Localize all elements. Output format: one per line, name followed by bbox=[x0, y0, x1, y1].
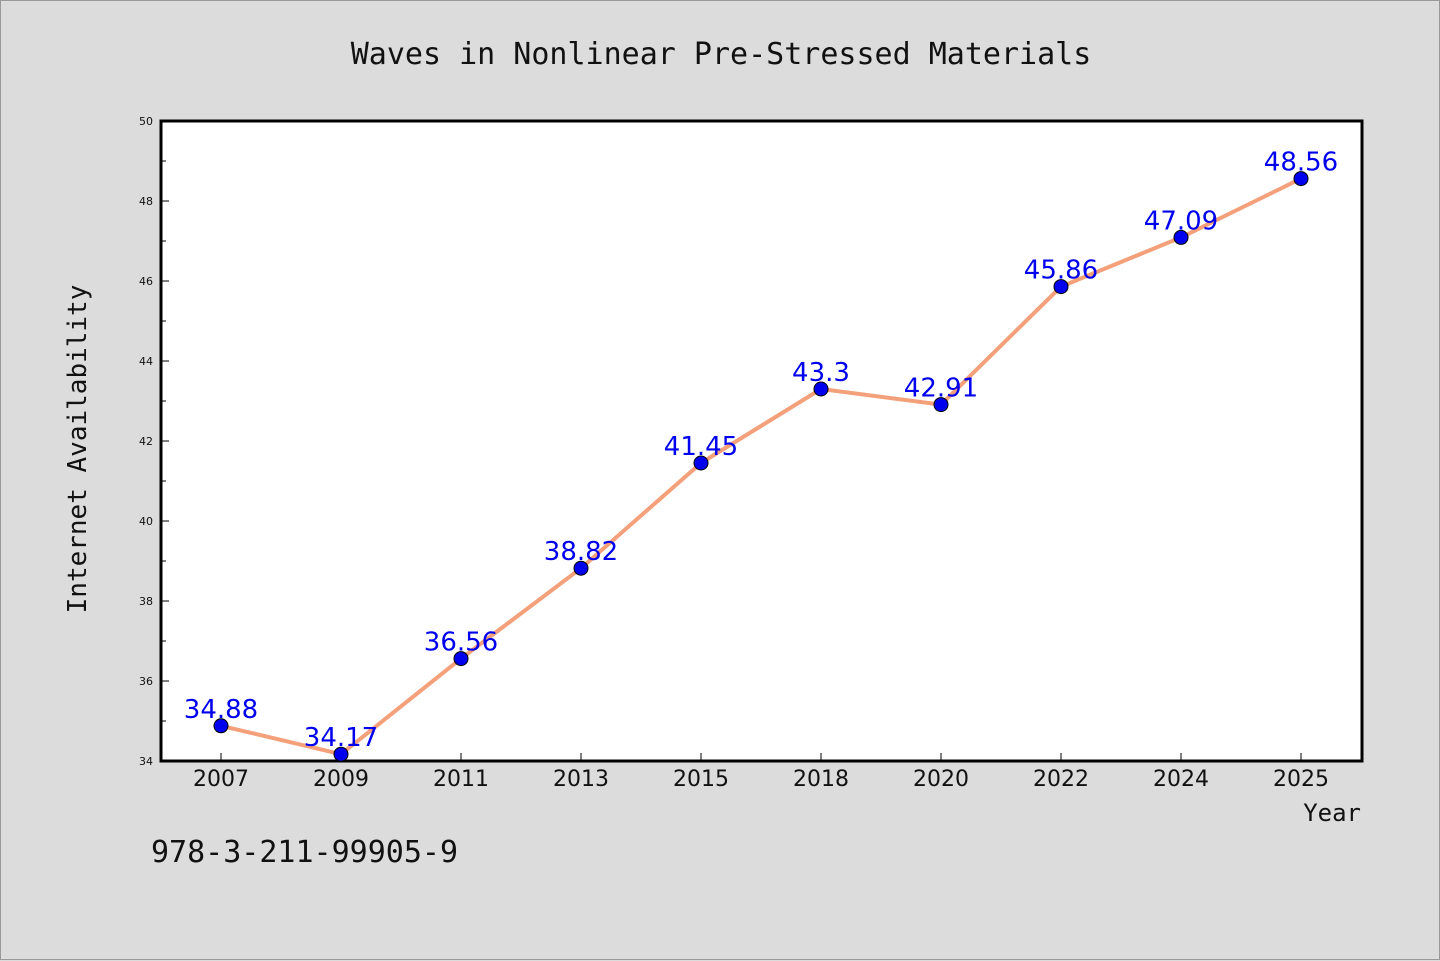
data-labels: 34.88 34.17 36.56 38.82 41.45 43.3 42.91 45.86 4… bbox=[184, 148, 1338, 754]
data-label: 47.09 bbox=[1144, 206, 1218, 236]
data-point bbox=[813, 381, 829, 397]
y-tick-label: 40 bbox=[139, 515, 153, 528]
plot-area bbox=[159, 119, 1364, 763]
x-tick-label: 2013 bbox=[553, 767, 609, 792]
data-label: 48.56 bbox=[1264, 148, 1338, 178]
x-tick-label: 2015 bbox=[673, 767, 729, 792]
x-tick-label: 2025 bbox=[1273, 767, 1329, 792]
data-point bbox=[693, 455, 709, 471]
y-tick-label: 38 bbox=[139, 595, 153, 608]
data-label: 42.91 bbox=[904, 374, 978, 404]
x-tick-label: 2024 bbox=[1153, 767, 1209, 792]
y-tick-label: 44 bbox=[139, 355, 153, 368]
x-axis: 2007 2009 2011 2013 2015 2018 2020 2022 2024 2025 bbox=[193, 753, 1329, 792]
data-point bbox=[453, 651, 469, 667]
x-tick-label: 2018 bbox=[793, 767, 849, 792]
series-line bbox=[219, 176, 1303, 757]
y-axis: 34 36 38 40 42 44 46 48 50 bbox=[139, 115, 169, 768]
data-label: 34.17 bbox=[304, 723, 378, 753]
x-tick-label: 2007 bbox=[193, 767, 249, 792]
x-tick-label: 2020 bbox=[913, 767, 969, 792]
x-tick-label: 2022 bbox=[1033, 767, 1089, 792]
y-tick-label: 50 bbox=[139, 115, 153, 128]
annotation-text: 978-3-211-99905-9 bbox=[151, 835, 459, 870]
data-label: 38.82 bbox=[544, 537, 618, 567]
data-point bbox=[1173, 229, 1189, 245]
y-tick-label: 46 bbox=[139, 275, 153, 288]
x-tick-label: 2011 bbox=[433, 767, 489, 792]
series-markers bbox=[213, 171, 1309, 762]
series-line-group bbox=[219, 176, 1303, 757]
y-tick-label: 48 bbox=[139, 195, 153, 208]
y-tick-label: 34 bbox=[139, 755, 153, 768]
data-label: 45.86 bbox=[1024, 256, 1098, 286]
data-point bbox=[1293, 171, 1309, 187]
data-label: 41.45 bbox=[664, 432, 738, 462]
chart-title: Waves in Nonlinear Pre-Stressed Material… bbox=[351, 37, 1092, 72]
x-axis-label: Year bbox=[1303, 799, 1361, 827]
data-point bbox=[213, 718, 229, 734]
data-point bbox=[1053, 279, 1069, 295]
data-label: 43.3 bbox=[792, 358, 850, 388]
data-label: 34.88 bbox=[184, 695, 258, 725]
data-point bbox=[933, 397, 949, 413]
data-point bbox=[573, 560, 589, 576]
data-label: 36.56 bbox=[424, 628, 498, 658]
data-point bbox=[333, 746, 349, 762]
y-tick-label: 36 bbox=[139, 675, 153, 688]
x-tick-label: 2009 bbox=[313, 767, 369, 792]
y-tick-label: 42 bbox=[139, 435, 153, 448]
y-axis-label: Internet Availability bbox=[63, 285, 93, 614]
